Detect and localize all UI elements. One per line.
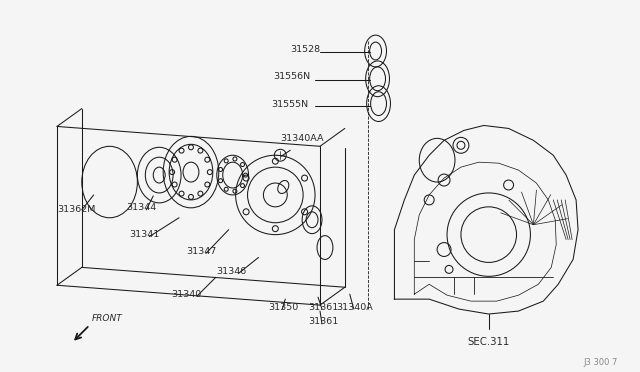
Text: 31528: 31528	[290, 45, 320, 54]
Text: 31556N: 31556N	[273, 72, 310, 81]
Text: 31340A: 31340A	[336, 302, 372, 312]
Text: 31555N: 31555N	[271, 100, 308, 109]
Text: 31361: 31361	[308, 302, 339, 312]
Text: 31346: 31346	[216, 267, 246, 276]
Text: 31341: 31341	[129, 230, 160, 239]
Text: 31362M: 31362M	[57, 205, 95, 214]
Text: 31344: 31344	[127, 203, 157, 212]
Text: 31347: 31347	[186, 247, 216, 256]
Text: 31340AA: 31340AA	[280, 134, 324, 143]
Text: FRONT: FRONT	[92, 314, 122, 323]
Text: SEC.311: SEC.311	[468, 337, 510, 347]
Text: 31361: 31361	[308, 317, 339, 327]
Text: 31340: 31340	[171, 290, 202, 299]
Text: 31350: 31350	[268, 302, 299, 312]
Text: J3 300 7: J3 300 7	[584, 357, 618, 367]
